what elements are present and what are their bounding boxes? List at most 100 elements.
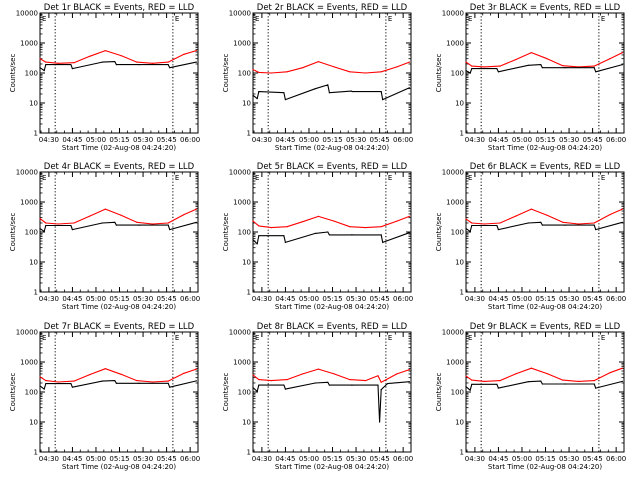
- x-tick-label: 05:45: [370, 455, 390, 463]
- events-data-point: [70, 64, 72, 66]
- lld-data-point: [89, 215, 91, 217]
- y-tick-label: 100: [25, 229, 38, 237]
- lld-data-point: [286, 379, 288, 381]
- events-data-point: [39, 67, 41, 69]
- x-tick-label: 05:00: [299, 295, 319, 303]
- events-data-point: [167, 224, 169, 226]
- events-data-point: [540, 221, 542, 223]
- lld-data-point: [530, 367, 533, 369]
- lld-data-point: [183, 372, 185, 374]
- lld-data-point: [151, 62, 154, 64]
- event-marker-label: E: [388, 174, 392, 182]
- x-tick-label: 05:45: [157, 136, 177, 144]
- events-data-point: [328, 234, 330, 236]
- lld-data-point: [151, 381, 154, 383]
- events-data-point: [563, 383, 566, 385]
- events-data-point: [45, 224, 47, 227]
- plot-frame: [252, 171, 412, 293]
- lld-data-point: [562, 379, 564, 381]
- events-data-point: [71, 386, 73, 388]
- events-data-point: [527, 222, 529, 224]
- events-data-point: [252, 94, 254, 96]
- x-axis-label: Start Time (02-Aug-08 04:24:20): [275, 463, 389, 471]
- lld-data-point: [104, 50, 106, 52]
- y-tick-label: 1000: [20, 199, 38, 207]
- panel-title: Det 9r BLACK = Events, RED = LLD: [470, 322, 621, 332]
- events-data-point: [595, 71, 597, 73]
- events-data-point: [314, 382, 316, 384]
- events-data-point: [352, 384, 354, 386]
- events-data-point: [71, 229, 73, 231]
- events-data-point: [139, 382, 141, 384]
- events-data-point: [137, 64, 139, 66]
- events-data-point: [350, 234, 352, 236]
- events-data-point: [621, 380, 624, 382]
- y-tick-label: 100: [451, 229, 464, 237]
- lld-data-point: [499, 222, 501, 224]
- x-tick-label: 05:45: [370, 136, 390, 144]
- events-data-point: [169, 229, 171, 231]
- panel-det-1: Det 1r BLACK = Events, RED = LLD 1 10 100 10…: [9, 3, 200, 152]
- x-tick-label: 05:30: [133, 455, 153, 463]
- y-axis-label: Counts/sec: [435, 54, 443, 93]
- lld-data-point: [252, 374, 254, 376]
- lld-series-line: [252, 61, 410, 74]
- y-tick-label: 1: [460, 289, 464, 297]
- plot-frame: [465, 331, 625, 453]
- lld-data-point: [380, 226, 382, 228]
- events-data-point: [283, 235, 285, 237]
- y-tick-label: 10000: [229, 329, 251, 337]
- lld-data-point: [258, 225, 260, 227]
- x-axis-label: Start Time (02-Aug-08 04:24:20): [488, 303, 602, 311]
- y-tick-label: 1000: [20, 40, 38, 48]
- panel-det-9: Det 9r BLACK = Events, RED = LLD 1 10 100 10…: [435, 322, 626, 471]
- event-marker-label: E: [468, 174, 472, 182]
- y-tick-label: 1000: [233, 199, 251, 207]
- events-data-point: [469, 389, 471, 391]
- x-tick-label: 04:45: [275, 136, 295, 144]
- panel-title: Det 8r BLACK = Events, RED = LLD: [257, 322, 408, 332]
- plot-frame: [39, 331, 199, 453]
- plot-frame: [465, 12, 625, 134]
- lld-data-point: [39, 58, 41, 60]
- x-tick-label: 05:00: [86, 295, 106, 303]
- y-tick-label: 10: [242, 100, 251, 108]
- x-tick-label: 04:30: [465, 455, 485, 463]
- events-data-point: [469, 72, 471, 74]
- events-data-point: [379, 421, 381, 423]
- x-tick-label: 04:45: [488, 295, 508, 303]
- events-series-line: [465, 380, 623, 391]
- y-tick-label: 10000: [16, 169, 38, 177]
- lld-data-point: [183, 214, 185, 216]
- lld-series-line: [465, 52, 623, 68]
- x-tick-label: 04:45: [62, 295, 82, 303]
- events-data-point: [283, 92, 285, 94]
- events-data-point: [471, 224, 473, 227]
- lld-data-point: [562, 65, 564, 67]
- events-data-point: [137, 224, 139, 226]
- lld-data-point: [471, 222, 473, 224]
- x-tick-label: 05:00: [512, 295, 532, 303]
- events-data-point: [563, 67, 566, 69]
- events-data-point: [352, 91, 354, 93]
- lld-data-point: [45, 222, 47, 224]
- panel-det-6: Det 6r BLACK = Events, RED = LLD 1 10 100 10…: [435, 162, 626, 311]
- events-data-point: [593, 67, 595, 69]
- lld-data-point: [483, 380, 485, 382]
- events-data-point: [328, 384, 330, 386]
- events-data-point: [114, 61, 116, 63]
- events-data-point: [496, 383, 498, 385]
- x-tick-label: 05:15: [109, 136, 129, 144]
- events-data-point: [71, 68, 73, 70]
- x-tick-label: 04:30: [252, 136, 272, 144]
- x-tick-label: 05:45: [370, 295, 390, 303]
- events-data-point: [497, 229, 499, 231]
- x-tick-label: 05:45: [583, 455, 603, 463]
- lld-data-point: [621, 52, 624, 54]
- y-axis-label: Counts/sec: [435, 213, 443, 252]
- event-marker-label: E: [42, 174, 46, 182]
- lld-data-point: [270, 380, 272, 382]
- y-tick-label: 10000: [16, 329, 38, 337]
- y-axis-label: Counts/sec: [9, 54, 17, 93]
